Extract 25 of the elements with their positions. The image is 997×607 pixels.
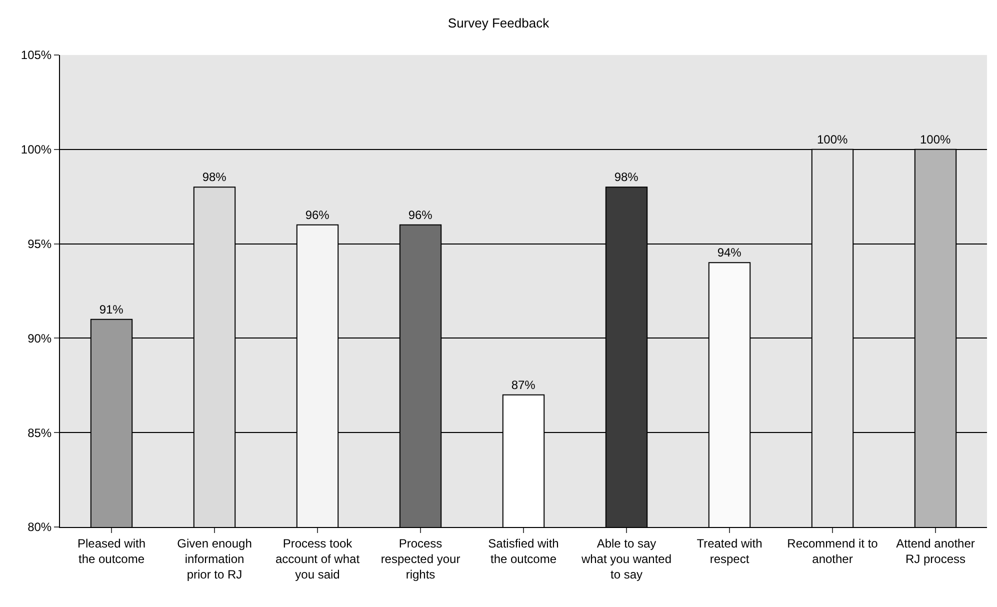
y-tick-label: 95% [28, 237, 52, 251]
data-label: 96% [305, 208, 330, 222]
x-tick-label: Process respected your rights [380, 536, 460, 582]
y-tick-label: 105% [20, 48, 52, 62]
y-tick-label: 100% [20, 142, 52, 157]
data-label: 100% [920, 132, 952, 146]
data-label: 100% [816, 132, 848, 146]
chart-title: Survey Feedback [448, 15, 550, 30]
x-tick-label: Pleased with the outcome [77, 536, 146, 566]
y-tick-label: 80% [28, 520, 52, 534]
data-label: 94% [717, 246, 742, 260]
x-tick-label: Given enough information prior to RJ [177, 536, 252, 582]
x-tick-label: Able to say what you wanted to say [580, 536, 672, 582]
data-label: 98% [202, 170, 227, 184]
data-label: 96% [408, 208, 433, 222]
data-label: 91% [99, 302, 124, 316]
x-tick-label: Process took account of what you said [275, 536, 360, 582]
y-tick-label: 90% [28, 331, 52, 346]
x-tick-label: Satisfied with the outcome [488, 536, 559, 566]
x-tick-label: Recommend it to another [787, 536, 878, 566]
y-tick-label: 85% [28, 426, 52, 440]
data-label: 87% [511, 378, 536, 392]
data-label: 98% [614, 170, 639, 184]
x-tick-label: Treated with respect [696, 536, 762, 566]
x-tick-label: Attend another RJ process [896, 536, 975, 566]
